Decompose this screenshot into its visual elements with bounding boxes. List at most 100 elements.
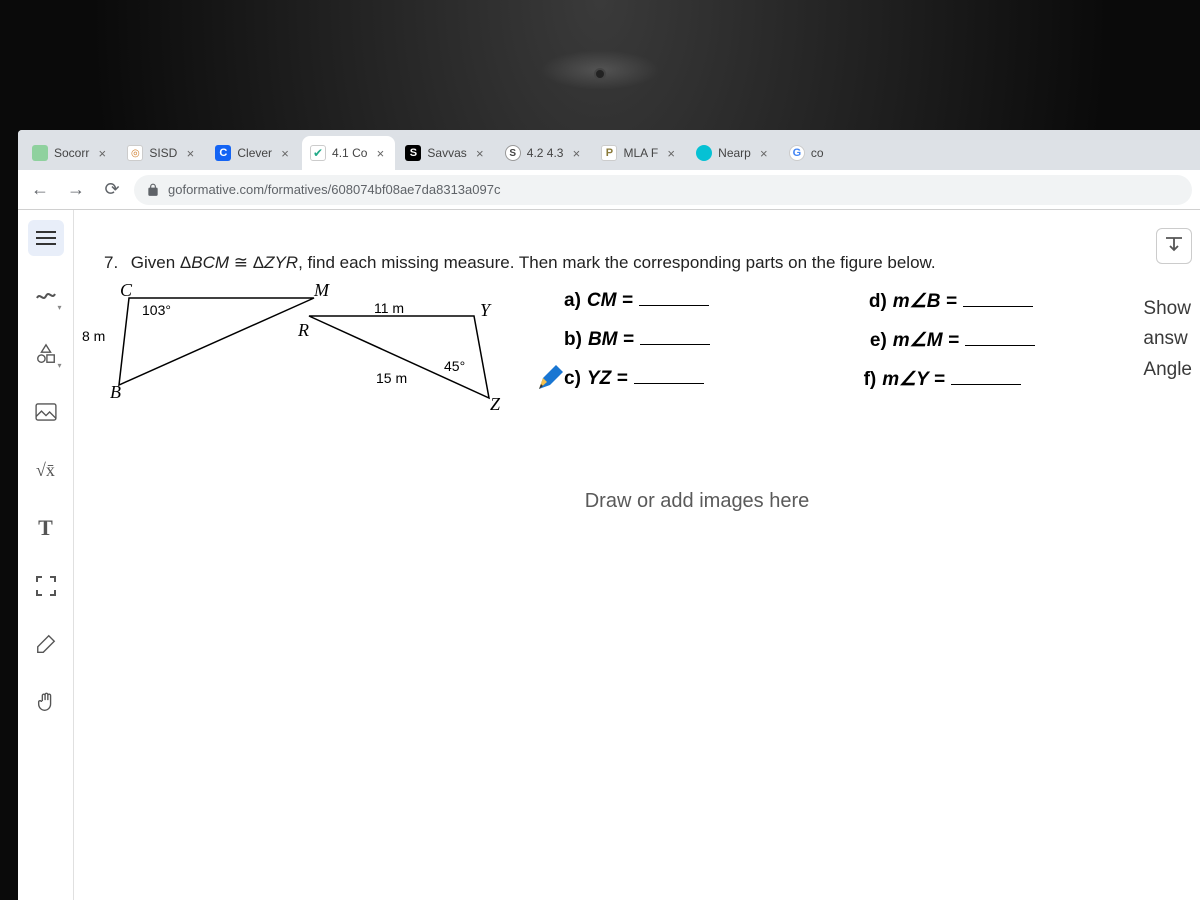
- tab-nearpod[interactable]: Nearp ×: [688, 136, 779, 170]
- vertex-m: M: [314, 280, 329, 301]
- eraser-icon: [35, 633, 57, 655]
- figure-row: C M B 103° 8 m R Y Z 11 m 45° 15 m: [104, 290, 1170, 450]
- blank-f[interactable]: [951, 371, 1021, 385]
- side-ry-label: 11 m: [374, 300, 404, 316]
- answer-a: a) CM =: [564, 290, 709, 313]
- shapes-icon: [35, 343, 57, 365]
- text-tool[interactable]: T: [28, 510, 64, 546]
- canvas-area[interactable]: 7. Given ΔBCM ≅ ΔZYR, find each missing …: [74, 210, 1200, 900]
- tab-label: SISD: [149, 146, 177, 160]
- page-content: ▾ ▾ √x̄ T 7. Given ΔBCM: [18, 210, 1200, 900]
- blank-c[interactable]: [634, 370, 704, 384]
- tab-socorro[interactable]: Socorr ×: [24, 136, 117, 170]
- image-tool[interactable]: [28, 394, 64, 430]
- favicon-sisd: ◎: [127, 145, 143, 161]
- pencil-cursor-icon: [534, 360, 568, 394]
- tab-label: 4.1 Co: [332, 146, 367, 160]
- tab-google[interactable]: G co: [781, 136, 832, 170]
- tab-clever[interactable]: C Clever ×: [207, 136, 300, 170]
- close-icon[interactable]: ×: [664, 146, 678, 160]
- hamburger-button[interactable]: [28, 220, 64, 256]
- side-cb-label: 8 m: [82, 328, 105, 344]
- screen: Socorr × ◎ SISD × C Clever × ✔ 4.1 Co × …: [18, 130, 1200, 900]
- answer-f: f) m∠Y =: [864, 368, 1021, 391]
- eraser-tool[interactable]: [28, 626, 64, 662]
- collapse-button[interactable]: [1156, 228, 1192, 264]
- vertex-z: Z: [490, 394, 500, 415]
- back-button[interactable]: ←: [26, 176, 54, 204]
- address-bar: ← → ⟳ goformative.com/formatives/608074b…: [18, 170, 1200, 210]
- favicon-socorro: [32, 145, 48, 161]
- angle-y-label: 45°: [444, 358, 465, 374]
- tab-label: 4.2 4.3: [527, 146, 564, 160]
- angle-c-label: 103°: [142, 302, 171, 318]
- close-icon[interactable]: ×: [278, 146, 292, 160]
- tab-savvas[interactable]: S Savvas ×: [397, 136, 494, 170]
- blank-a[interactable]: [639, 292, 709, 306]
- tab-label: MLA F: [623, 146, 658, 160]
- answer-row-1: a) CM = d) m∠B =: [564, 290, 1035, 313]
- close-icon[interactable]: ×: [757, 146, 771, 160]
- draw-prompt: Draw or add images here: [224, 490, 1170, 513]
- favicon-savvas: S: [405, 145, 421, 161]
- triangle-zyr: R Y Z 11 m 45° 15 m: [304, 308, 504, 413]
- tab-formative[interactable]: ✔ 4.1 Co ×: [302, 136, 395, 170]
- close-icon[interactable]: ×: [373, 146, 387, 160]
- vertex-y: Y: [480, 300, 490, 321]
- fullscreen-tool[interactable]: [28, 568, 64, 604]
- question-number: 7.: [104, 250, 126, 276]
- answer-blanks: a) CM = d) m∠B = b) BM = e) m∠M = c) YZ …: [564, 290, 1035, 407]
- close-icon[interactable]: ×: [473, 146, 487, 160]
- triangle-bcm: C M B 103° 8 m: [114, 290, 324, 405]
- show-label: Show: [1143, 294, 1192, 324]
- tab-mla[interactable]: P MLA F ×: [593, 136, 686, 170]
- tab-label: Clever: [237, 146, 272, 160]
- triangle-zyr-svg: [304, 308, 504, 408]
- favicon-google: G: [789, 145, 805, 161]
- math-tool[interactable]: √x̄: [28, 452, 64, 488]
- answer-e: e) m∠M =: [870, 329, 1035, 352]
- triangle-1-name: BCM: [191, 253, 229, 272]
- tab-42[interactable]: S 4.2 4.3 ×: [497, 136, 592, 170]
- blank-b[interactable]: [640, 331, 710, 345]
- question-prefix: Given Δ: [131, 253, 192, 272]
- side-rz-label: 15 m: [376, 370, 407, 386]
- vertex-c: C: [120, 280, 132, 301]
- answ-label: answ: [1143, 324, 1192, 354]
- favicon-purdue: P: [601, 145, 617, 161]
- close-icon[interactable]: ×: [183, 146, 197, 160]
- draw-tool[interactable]: ▾: [28, 278, 64, 314]
- url-input[interactable]: goformative.com/formatives/608074bf08ae7…: [134, 175, 1192, 205]
- answer-row-3: c) YZ = f) m∠Y =: [564, 368, 1035, 391]
- squiggle-icon: [34, 284, 58, 308]
- answer-b: b) BM =: [564, 329, 710, 352]
- hamburger-icon: [36, 231, 56, 245]
- collapse-icon: [1165, 237, 1183, 255]
- tab-label: Nearp: [718, 146, 751, 160]
- tab-bar: Socorr × ◎ SISD × C Clever × ✔ 4.1 Co × …: [18, 130, 1200, 170]
- shapes-tool[interactable]: ▾: [28, 336, 64, 372]
- right-panel: Show answ Angle: [1140, 210, 1200, 900]
- triangle-2-name: ZYR: [264, 253, 298, 272]
- close-icon[interactable]: ×: [569, 146, 583, 160]
- fullscreen-icon: [36, 576, 56, 596]
- tab-sisd[interactable]: ◎ SISD ×: [119, 136, 205, 170]
- chevron-down-icon: ▾: [57, 361, 61, 370]
- favicon-nearpod: [696, 145, 712, 161]
- tab-label: co: [811, 146, 824, 160]
- question-text: 7. Given ΔBCM ≅ ΔZYR, find each missing …: [104, 250, 1170, 276]
- favicon-clever: C: [215, 145, 231, 161]
- answer-c: c) YZ =: [564, 368, 704, 391]
- angle-label: Angle: [1143, 355, 1192, 385]
- tab-label: Savvas: [427, 146, 466, 160]
- grab-tool[interactable]: [28, 684, 64, 720]
- vertex-b: B: [110, 382, 121, 403]
- blank-e[interactable]: [965, 332, 1035, 346]
- tab-label: Socorr: [54, 146, 89, 160]
- close-icon[interactable]: ×: [95, 146, 109, 160]
- reload-button[interactable]: ⟳: [98, 176, 126, 204]
- url-text: goformative.com/formatives/608074bf08ae7…: [168, 182, 500, 197]
- blank-d[interactable]: [963, 293, 1033, 307]
- chevron-down-icon: ▾: [57, 303, 61, 312]
- forward-button[interactable]: →: [62, 176, 90, 204]
